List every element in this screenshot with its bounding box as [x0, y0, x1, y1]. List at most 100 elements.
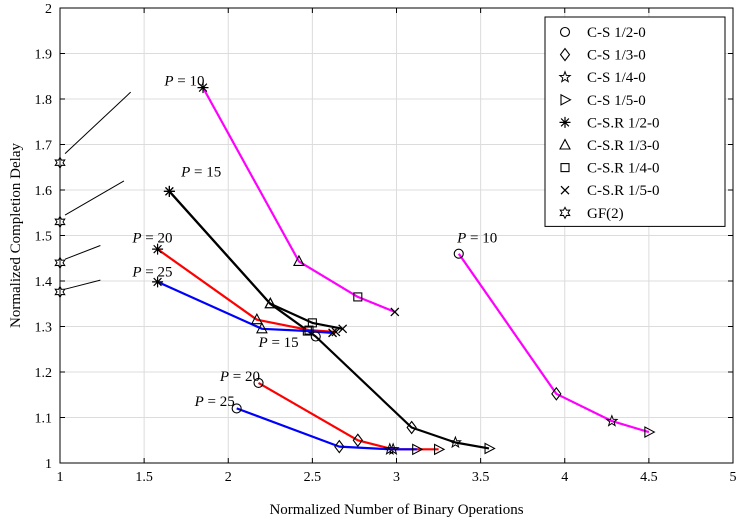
triangle-right-marker	[560, 93, 572, 106]
y-tick-label: 2	[45, 2, 52, 17]
series-line	[157, 280, 333, 334]
x-marker	[390, 307, 400, 317]
asterisk-marker	[152, 243, 164, 255]
triangle-right-marker	[412, 443, 424, 456]
series-group	[156, 87, 650, 451]
triangle-right-marker	[644, 426, 656, 438]
star-marker	[386, 442, 400, 455]
diamond-marker	[559, 47, 571, 62]
square-marker	[302, 326, 312, 336]
triangle-right-marker	[434, 443, 446, 456]
annotation-label: P = 20	[131, 230, 172, 246]
legend-label: GF(2)	[587, 206, 624, 222]
x-tick-label: 4.5	[640, 470, 658, 485]
circle-marker	[310, 331, 321, 342]
x-tick-label: 2.5	[304, 470, 322, 485]
markers-group	[54, 82, 656, 456]
triangle-up-marker	[250, 312, 263, 325]
legend-label: C-S.R 1/3-0	[587, 138, 660, 154]
hexagram-marker	[54, 156, 66, 170]
square-marker	[304, 325, 314, 335]
star-marker	[605, 414, 619, 427]
asterisk-marker	[559, 116, 571, 128]
leader-line	[64, 180, 125, 216]
annotations-group: P = 10 P = 15 P = 20 P = 25 P = 10 P = 15 P = …	[131, 73, 497, 410]
legend-label: C-S.R 1/2-0	[587, 115, 660, 131]
x-marker	[328, 328, 338, 338]
diamond-marker	[406, 420, 417, 435]
hexagram-marker	[559, 206, 571, 220]
legend-label: C-S 1/3-0	[587, 48, 646, 64]
circle-marker	[453, 248, 464, 259]
series-line	[457, 253, 650, 434]
y-axis-label: Normalized Completion Delay	[8, 143, 24, 328]
diamond-marker	[551, 386, 562, 401]
leader-line	[64, 245, 101, 260]
hexagram-marker	[54, 215, 66, 229]
annotation-label: P = 10	[456, 230, 497, 246]
y-tick-label: 1.5	[35, 230, 53, 245]
x-tick-label: 3.5	[472, 470, 490, 485]
triangle-up-marker	[255, 322, 268, 334]
legend-entry: C-S.R 1/4-0	[560, 161, 660, 177]
x-marker	[331, 327, 341, 337]
diamond-marker	[352, 433, 363, 448]
legend-entry: C-S 1/5-0	[560, 93, 646, 109]
star-marker	[448, 435, 462, 449]
star-marker	[558, 70, 572, 83]
series-line	[236, 407, 417, 451]
asterisk-marker	[163, 185, 175, 197]
square-marker	[353, 292, 363, 302]
y-tick-label: 1.8	[35, 93, 53, 108]
y-tick-label: 1.9	[35, 48, 53, 63]
triangle-up-marker	[293, 254, 305, 266]
legend-entry: C-S 1/2-0	[559, 25, 646, 41]
legend-label: C-S 1/5-0	[587, 93, 646, 109]
y-tick-label: 1.4	[35, 275, 53, 290]
grid	[60, 8, 733, 463]
series-line	[168, 190, 343, 330]
triangle-right-marker	[484, 442, 496, 455]
annotation-label: P = 10	[163, 73, 204, 89]
leader-line	[64, 279, 101, 290]
annotation-label: P = 25	[194, 394, 235, 410]
x-tick-label: 1	[57, 470, 64, 485]
circle-marker	[231, 403, 242, 414]
circle-marker	[559, 26, 571, 38]
x-marker	[338, 324, 348, 334]
circle-marker	[253, 377, 264, 388]
legend-entry: C-S 1/4-0	[558, 70, 646, 86]
legend-label: C-S 1/2-0	[587, 25, 646, 41]
triangle-up-marker	[264, 297, 277, 309]
annotation-label: P = 15	[180, 164, 221, 180]
y-tick-label: 1	[45, 457, 52, 472]
leader-line	[64, 91, 132, 154]
star-marker	[383, 442, 397, 455]
asterisk-marker	[197, 82, 209, 94]
x-tick-label: 2	[225, 470, 232, 485]
x-marker	[560, 185, 570, 195]
legend-entry: GF(2)	[559, 206, 624, 222]
y-tick-label: 1.2	[35, 366, 53, 381]
legend-box	[544, 16, 726, 227]
annotation-leaders	[64, 91, 132, 290]
legend-entry: C-S 1/3-0	[559, 47, 646, 64]
x-axis-label: Normalized Number of Binary Operations	[269, 502, 523, 518]
hexagram-marker	[54, 285, 66, 299]
annotation-label: P = 25	[131, 264, 172, 280]
legend-label: C-S 1/4-0	[587, 70, 646, 86]
axis-ticks: 1 1.5 2 2.5 3 3.5 4 4.5 5 1 1.1 1.2 1.3 1.4 1.5 1.6 1.7 1…	[35, 2, 737, 485]
legend-label: C-S.R 1/4-0	[587, 161, 660, 177]
y-tick-label: 1.1	[35, 412, 53, 427]
y-tick-label: 1.3	[35, 321, 53, 336]
square-marker	[307, 318, 317, 328]
legend-label: C-S.R 1/5-0	[587, 183, 660, 199]
legend-entry: C-S.R 1/2-0	[559, 115, 660, 131]
y-tick-label: 1.7	[35, 139, 53, 154]
asterisk-marker	[152, 276, 164, 288]
diamond-marker	[334, 439, 345, 454]
x-tick-label: 3	[393, 470, 400, 485]
x-tick-label: 5	[730, 470, 737, 485]
triangle-up-marker	[559, 138, 571, 150]
